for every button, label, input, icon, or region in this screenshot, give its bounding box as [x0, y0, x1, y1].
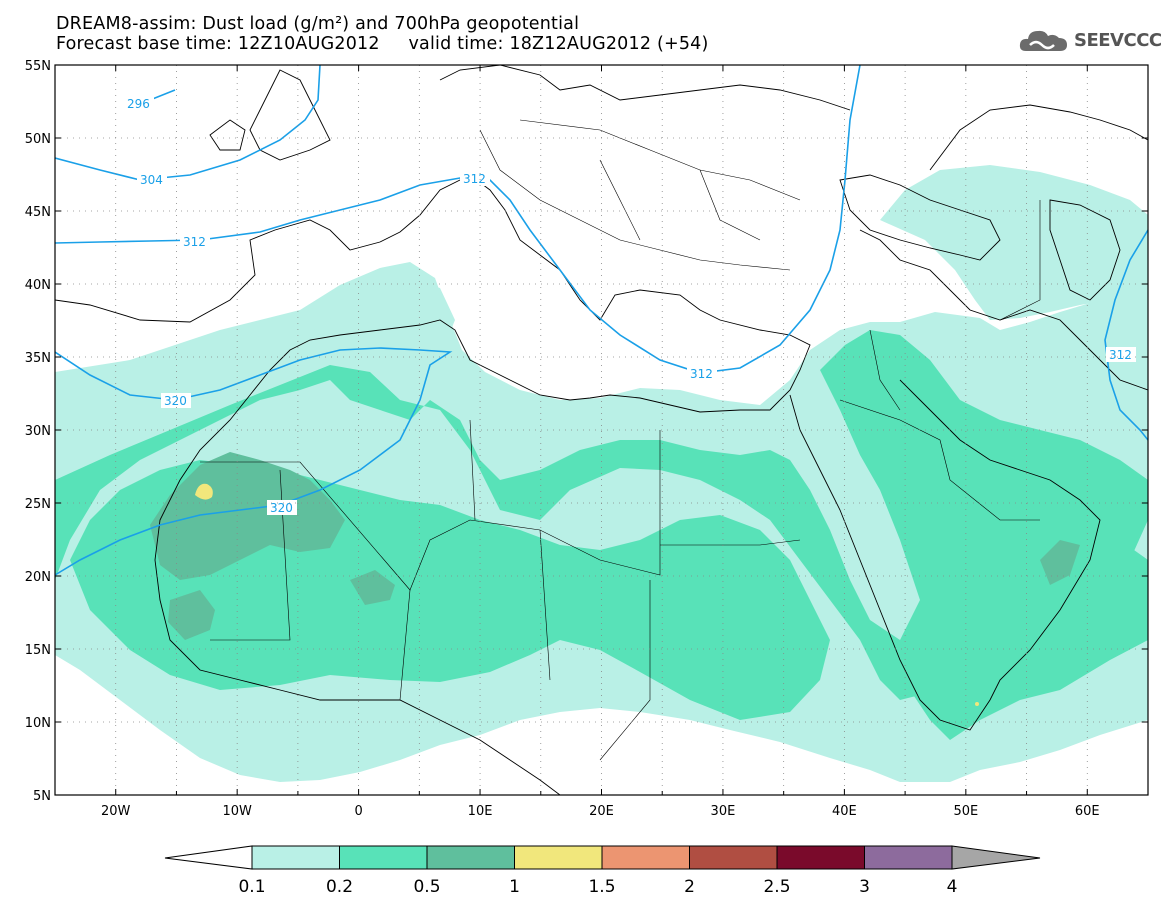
- contour-label: 312: [463, 172, 486, 186]
- contour-label: 304: [140, 173, 163, 187]
- legend-arrow-low: [164, 845, 253, 870]
- lon-label: 20E: [589, 804, 614, 819]
- lat-label: 30N: [25, 424, 51, 439]
- colorbar-legend: 0.1 0.2 0.5 1 1.5 2 2.5 3 4: [164, 845, 1041, 897]
- lat-label: 10N: [25, 716, 51, 731]
- lat-label: 50N: [25, 132, 51, 147]
- legend-swatch: [864, 845, 953, 870]
- lon-label: 30E: [711, 804, 736, 819]
- lat-label: 35N: [25, 351, 51, 366]
- legend-swatch: [339, 845, 428, 870]
- lat-label: 25N: [25, 497, 51, 512]
- contour-labels: 296 304 312 312 312 320 320 312: [124, 96, 1136, 515]
- lat-label: 20N: [25, 570, 51, 585]
- lon-label: 50E: [953, 804, 978, 819]
- lon-label: 20W: [101, 804, 131, 819]
- legend-tick-label: 1: [509, 877, 520, 897]
- legend-tick-label: 1.5: [588, 877, 615, 897]
- lat-label: 5N: [33, 789, 51, 804]
- contour-label: 320: [164, 394, 187, 408]
- legend-swatch: [251, 845, 340, 870]
- contour-label: 320: [270, 501, 293, 515]
- lat-label: 45N: [25, 205, 51, 220]
- dust-field-dark: [150, 452, 1080, 640]
- legend-tick-label: 2: [684, 877, 695, 897]
- graticule: [54, 65, 1149, 795]
- legend-swatch: [601, 845, 690, 870]
- country-borders: [200, 119, 1041, 761]
- longitude-labels: 20W 10W 0 10E 20E 30E 40E 50E 60E: [101, 804, 1100, 819]
- map-title: DREAM8-assim: Dust load (g/m²) and 700hP…: [56, 14, 580, 34]
- dust-field-yellow: [195, 483, 213, 500]
- seevccc-logo: SEEVCCC: [1018, 27, 1162, 53]
- lat-label: 40N: [25, 278, 51, 293]
- legend-swatch: [689, 845, 778, 870]
- legend-arrow-high: [951, 845, 1041, 870]
- contour-label: 312: [183, 235, 206, 249]
- logo-text: SEEVCCC: [1074, 29, 1162, 51]
- lon-label: 10E: [468, 804, 493, 819]
- lat-label: 55N: [25, 59, 51, 74]
- legend-tick-label: 4: [947, 877, 958, 897]
- latitude-labels: 55N 50N 45N 40N 35N 30N 25N 20N 15N 10N 5N: [25, 59, 51, 804]
- legend-tick-label: 3: [859, 877, 870, 897]
- lon-label: 40E: [832, 804, 857, 819]
- map-subtitle: Forecast base time: 12Z10AUG2012 valid t…: [56, 34, 709, 54]
- legend-tick-label: 2.5: [763, 877, 790, 897]
- legend-tick-label: 0.2: [326, 877, 353, 897]
- cloud-icon: [1019, 30, 1067, 51]
- lon-label: 10W: [222, 804, 252, 819]
- legend-swatch: [776, 845, 865, 870]
- contour-label: 312: [690, 367, 713, 381]
- legend-swatch: [426, 845, 515, 870]
- axis-ticks: [54, 64, 1149, 796]
- lon-label: 60E: [1075, 804, 1100, 819]
- contour-label: 296: [127, 97, 150, 111]
- legend-swatch: [514, 845, 603, 870]
- lon-label: 0: [354, 804, 362, 819]
- legend-tick-label: 0.1: [238, 877, 265, 897]
- legend-tick-label: 0.5: [413, 877, 440, 897]
- lat-label: 15N: [25, 643, 51, 658]
- contour-label: 312: [1109, 348, 1132, 362]
